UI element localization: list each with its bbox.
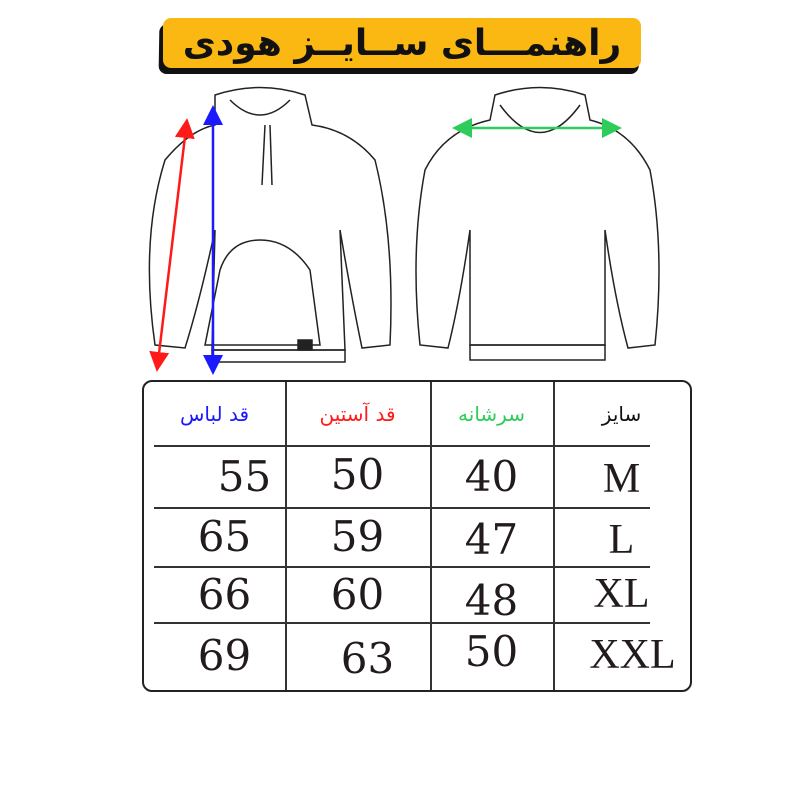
header-sleeve: قد آستین: [319, 401, 396, 426]
sleeve-cell: 59: [330, 512, 385, 561]
divider: [154, 445, 650, 447]
sleeve-cell: 63: [340, 633, 395, 683]
divider: [430, 382, 432, 690]
page-title: راهنمـــای ســایــز هودی: [163, 18, 641, 68]
divider: [154, 566, 650, 568]
length-cell: 66: [197, 569, 252, 619]
header-length: قد لباس: [179, 401, 250, 426]
sleeve-cell: 60: [330, 569, 385, 619]
header-size: سایز: [601, 401, 642, 426]
sleeve-cell: 50: [330, 449, 385, 499]
length-cell: 69: [197, 630, 252, 680]
header-shoulder: سرشانه: [458, 401, 525, 426]
shoulder-cell: 50: [464, 626, 519, 676]
size-table: قد لباس قد آستین سرشانه سایز 55 50 40 M …: [142, 380, 692, 692]
size-cell: M: [602, 456, 641, 502]
hoodie-diagrams: [148, 86, 660, 375]
divider: [154, 507, 650, 509]
shoulder-cell: 40: [464, 451, 519, 501]
shoulder-cell: 48: [464, 575, 519, 625]
length-cell: 55: [217, 451, 272, 501]
title-banner: راهنمـــای ســایــز هودی: [158, 18, 643, 74]
sleeve-arrow: [149, 118, 195, 372]
divider: [154, 622, 650, 624]
divider: [285, 382, 287, 690]
size-cell: XL: [593, 571, 650, 617]
size-cell: L: [608, 516, 635, 563]
size-cell: XXL: [589, 632, 676, 678]
length-cell: 65: [197, 512, 252, 561]
shoulder-cell: 47: [464, 515, 519, 564]
divider: [553, 382, 555, 690]
